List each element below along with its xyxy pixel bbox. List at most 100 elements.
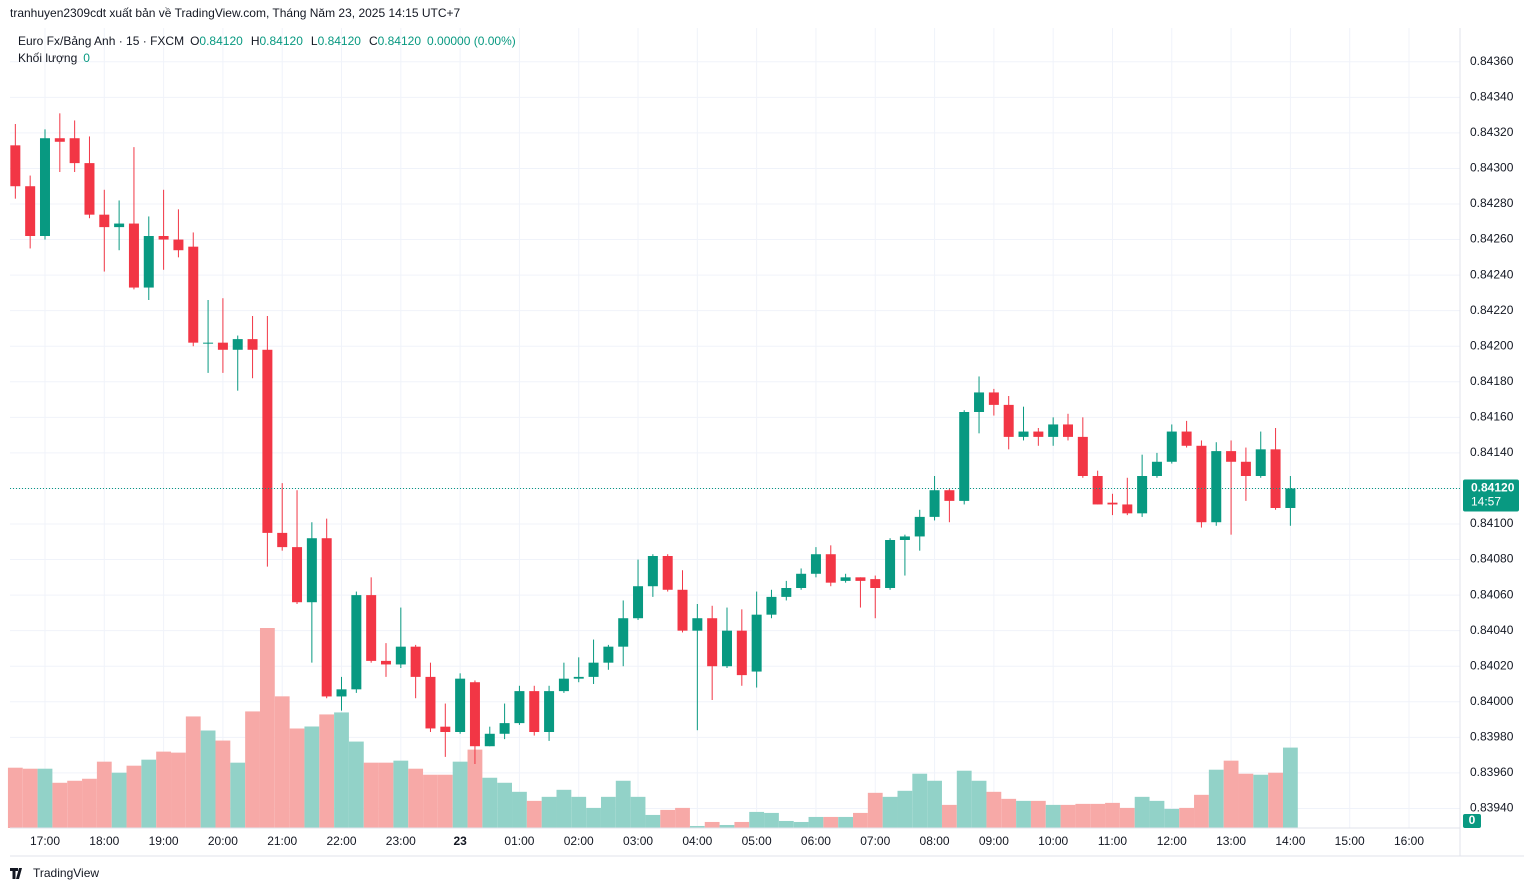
x-tick-label: 19:00 [149, 834, 179, 848]
volume-bar [52, 782, 68, 828]
volume-bar [1030, 800, 1046, 828]
volume-bar [853, 812, 868, 828]
volume-bar [393, 760, 409, 828]
candle-body [84, 163, 95, 215]
candle-body [351, 595, 362, 690]
y-tick-label: 0.84180 [1470, 374, 1514, 388]
volume-bar [526, 800, 542, 828]
volume-bar [689, 825, 705, 828]
candle-body [573, 676, 584, 679]
candle-body [1062, 424, 1073, 437]
x-tick-label: 18:00 [89, 834, 119, 848]
h: 0.84120 [259, 34, 303, 48]
candle-body [321, 538, 332, 697]
candle-body [1255, 449, 1266, 476]
candle-body [1033, 431, 1044, 437]
candle-body [988, 392, 999, 405]
candle-body [1270, 449, 1281, 508]
volume-bar [156, 751, 171, 828]
candle-body [469, 682, 480, 747]
volume-bar [630, 796, 646, 828]
y-tick-label: 0.84260 [1470, 232, 1514, 246]
y-tick-label: 0.84340 [1470, 90, 1514, 104]
volume-tag [1463, 814, 1481, 828]
publisher: tranhuyen2309cdt xuất bản về TradingView… [10, 6, 461, 20]
x-tick-label: 07:00 [860, 834, 890, 848]
volume-label: Khối lượng [18, 51, 77, 65]
candle-body [247, 339, 258, 350]
x-tick-label: 04:00 [682, 834, 712, 848]
candle-body [588, 662, 599, 677]
candle-body [1211, 451, 1222, 523]
volume-bar [1253, 774, 1269, 828]
l-label: L [311, 34, 318, 48]
volume-bar [986, 791, 1002, 828]
candle-body [1048, 424, 1059, 437]
x-tick-label: 11:00 [1098, 834, 1127, 848]
candle-body [114, 223, 125, 228]
candle-body [1122, 504, 1133, 514]
candle-body [885, 540, 896, 588]
candle-body [855, 577, 866, 581]
volume-bar [675, 807, 690, 828]
volume-bar [541, 796, 557, 828]
volume-bar [778, 820, 794, 828]
candle-body [440, 726, 451, 732]
volume-bar [1149, 800, 1165, 828]
x-tick-label: 01:00 [504, 834, 534, 848]
y-tick-label: 0.84240 [1470, 267, 1514, 281]
candle-body [618, 618, 629, 647]
volume-bar [215, 740, 231, 828]
volume-bar [971, 780, 987, 828]
candle-body [10, 145, 21, 187]
volume-bar [1223, 760, 1239, 828]
x-tick-label: 16:00 [1394, 834, 1424, 848]
x-tick-label: 20:00 [208, 834, 238, 848]
candle-body [721, 630, 732, 667]
candle-body [217, 342, 228, 350]
volume-bar [1238, 773, 1254, 828]
volume-bar [319, 714, 335, 828]
candle-body [662, 556, 673, 590]
volume-bar [660, 809, 676, 828]
candle-body [292, 547, 303, 603]
candle-body [306, 538, 317, 603]
volume-bar [274, 696, 290, 828]
candle-body [232, 339, 243, 350]
volume-bar [334, 712, 349, 828]
symbol: Euro Fx/Bảng Anh · 15 · FXCM [18, 34, 184, 48]
volume-bar [1179, 807, 1195, 828]
candle-body [99, 214, 110, 228]
candle-body [944, 490, 955, 501]
legend-ohlc: Euro Fx/Bảng Anh · 15 · FXCM O0.84120 H0.8… [18, 34, 516, 48]
candle-body [277, 532, 288, 548]
candle-body [1166, 431, 1177, 462]
y-tick-label: 0.84080 [1470, 552, 1514, 566]
candle-body [899, 536, 910, 540]
candle-body [410, 646, 421, 677]
candle-body [1018, 431, 1029, 437]
candle-body [781, 588, 792, 597]
candle-body [128, 223, 139, 288]
x-tick-label: 17:00 [30, 834, 60, 848]
y-tick-label: 0.83940 [1470, 801, 1514, 815]
volume-bar [1194, 794, 1209, 828]
volume-bar [1001, 798, 1017, 828]
volume-bar [67, 780, 83, 828]
x-tick-label: 02:00 [564, 834, 594, 848]
volume-bar [289, 728, 305, 828]
y-tick-label: 0.84020 [1470, 658, 1514, 672]
volume-bar [512, 791, 527, 828]
volume-bar [704, 821, 720, 828]
candle-body [633, 586, 644, 619]
candle-body [840, 577, 851, 581]
volume-bar [719, 824, 735, 828]
volume-bar [1045, 804, 1061, 828]
volume-bar [171, 752, 186, 828]
volume-bar [408, 768, 424, 828]
x-tick-label: 15:00 [1335, 834, 1365, 848]
volume-bar [22, 768, 38, 828]
volume-bar [600, 796, 616, 828]
candle-body [173, 239, 184, 251]
candle-body [810, 554, 821, 574]
